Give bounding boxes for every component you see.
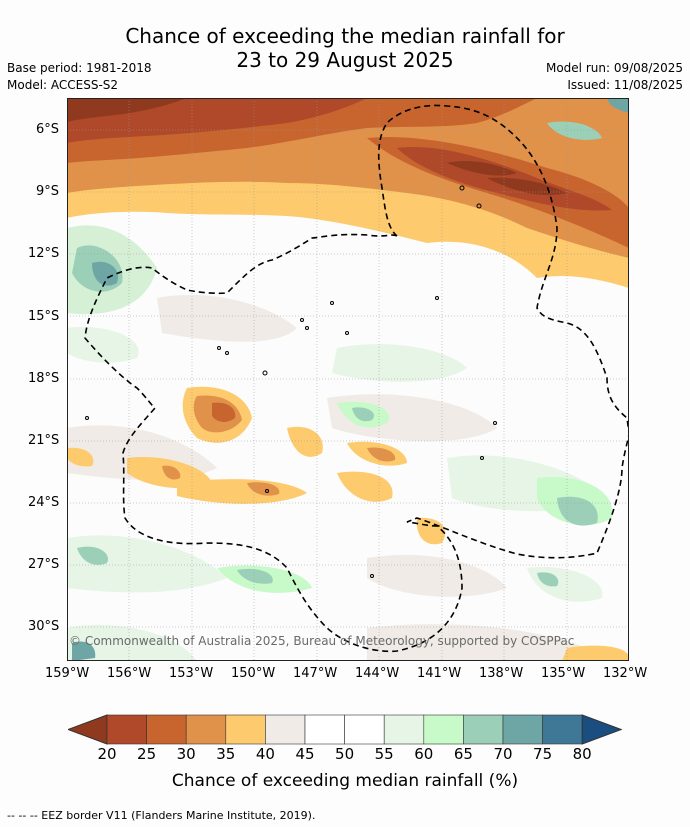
lat-label: 21°S: [28, 433, 60, 448]
lon-label: 135°W: [541, 666, 586, 681]
model-run-label: Model run: 09/08/2025: [545, 61, 683, 75]
lon-label: 141°W: [417, 666, 462, 681]
lon-label: 153°W: [169, 666, 214, 681]
copyright-notice: © Commonwealth of Australia 2025, Bureau…: [69, 634, 575, 648]
lon-label: 147°W: [293, 666, 338, 681]
lon-label: 144°W: [355, 666, 400, 681]
rainfall-map: [67, 98, 629, 661]
lat-label: 30°S: [28, 619, 60, 634]
colorbar-cell: [185, 714, 227, 745]
colorbar-tick-label: 30: [176, 745, 196, 763]
colorbar: [68, 714, 622, 745]
colorbar-cell: [225, 714, 266, 745]
lon-label: 132°W: [603, 666, 648, 681]
lat-label: 18°S: [28, 371, 60, 386]
lat-label: 12°S: [28, 246, 60, 261]
colorbar-title: Chance of exceeding median rainfall (%): [171, 771, 519, 791]
colorbar-tick-label: 70: [493, 745, 513, 763]
lon-label: 138°W: [479, 666, 524, 681]
colorbar-cell: [106, 714, 147, 745]
colorbar-cell: [463, 714, 504, 745]
map-title-line2: 23 to 29 August 2025: [236, 48, 454, 72]
colorbar-tick-label: 55: [374, 745, 394, 763]
colorbar-tick-label: 75: [533, 745, 553, 763]
colorbar-cell: [502, 714, 543, 745]
colorbar-tick-label: 65: [453, 745, 473, 763]
lat-label: 9°S: [36, 184, 60, 199]
colorbar-tick-label: 50: [335, 745, 355, 763]
lat-label: 27°S: [28, 557, 60, 572]
colorbar-extend-high: [581, 714, 622, 745]
lat-label: 6°S: [36, 122, 60, 137]
lon-label: 150°W: [231, 666, 276, 681]
issued-label: Issued: 11/08/2025: [567, 78, 683, 92]
lat-label: 24°S: [28, 495, 60, 510]
colorbar-tick-label: 45: [295, 745, 315, 763]
colorbar-tick-label: 20: [97, 745, 117, 763]
base-period-label: Base period: 1981-2018: [7, 61, 152, 75]
lon-label: 159°W: [45, 666, 90, 681]
colorbar-cell: [383, 714, 425, 745]
colorbar-cell: [344, 714, 385, 745]
colorbar-tick-label: 25: [137, 745, 157, 763]
colorbar-tick-label: 60: [414, 745, 434, 763]
lon-label: 156°W: [107, 666, 152, 681]
colorbar-cell: [265, 714, 306, 745]
colorbar-cell: [146, 714, 187, 745]
eez-border-footnote: -- -- -- EEZ border V11 (Flanders Marine…: [7, 809, 316, 822]
colorbar-tick-label: 35: [216, 745, 236, 763]
model-label: Model: ACCESS-S2: [7, 78, 119, 92]
colorbar-cell: [423, 714, 464, 745]
colorbar-tick-label: 40: [255, 745, 275, 763]
colorbar-tick-label: 80: [572, 745, 592, 763]
colorbar-extend-low: [68, 714, 108, 745]
rainfall-map-canvas: [67, 98, 629, 661]
colorbar-cell: [304, 714, 345, 745]
lat-label: 15°S: [28, 309, 60, 324]
colorbar-cell: [542, 714, 583, 745]
map-title-line1: Chance of exceeding the median rainfall …: [125, 24, 565, 48]
